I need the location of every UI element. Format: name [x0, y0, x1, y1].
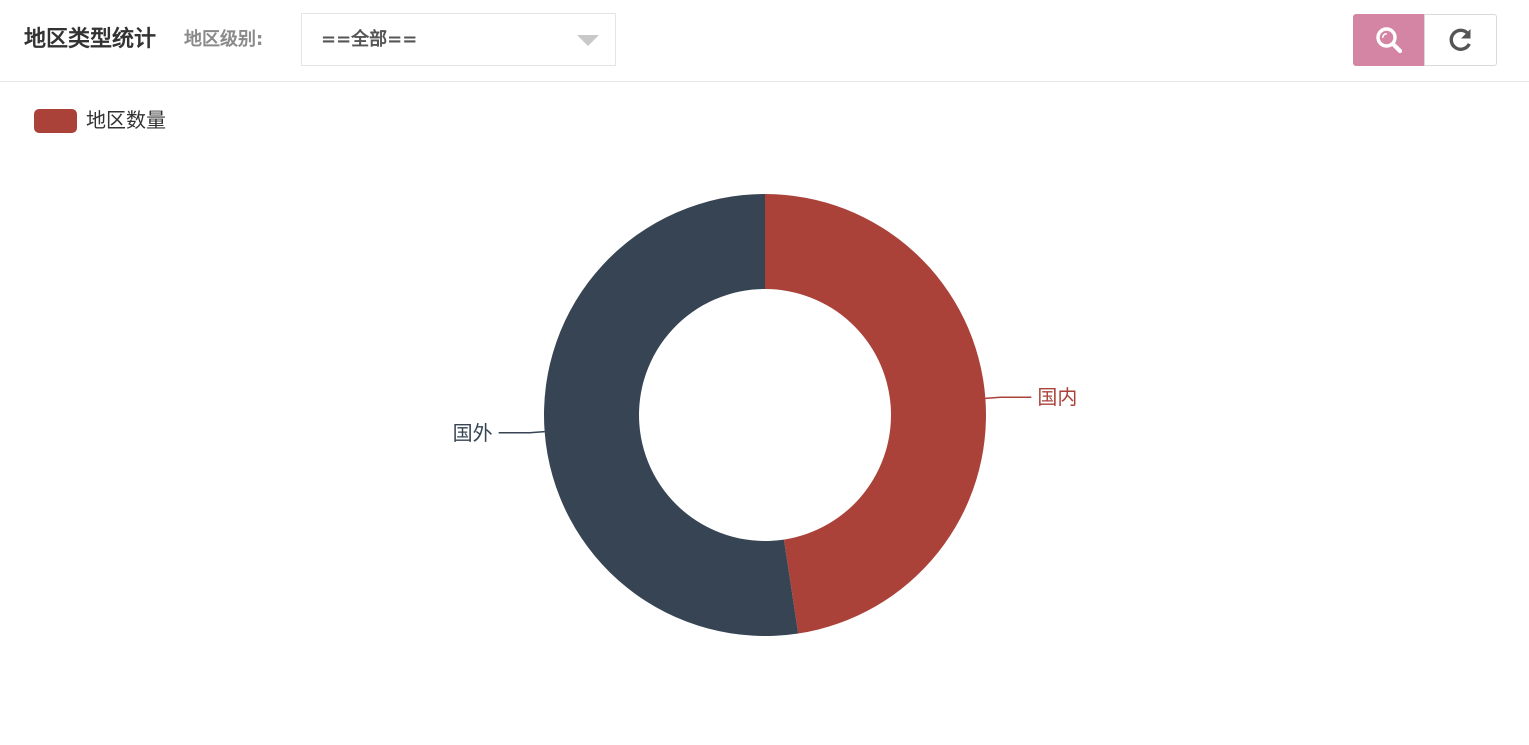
search-button[interactable]	[1353, 14, 1425, 66]
pie-slice-1[interactable]	[765, 194, 987, 634]
region-level-select[interactable]: ==全部==	[301, 13, 616, 66]
toolbar: 地区类型统计 地区级别: ==全部==	[0, 0, 1529, 82]
chevron-down-icon	[577, 35, 599, 46]
pie-slice-2[interactable]	[544, 194, 799, 636]
page-title: 地区类型统计	[24, 27, 157, 52]
refresh-button[interactable]	[1424, 14, 1497, 66]
pie-label-2: 国外	[453, 421, 493, 445]
legend-label: 地区数量	[86, 108, 166, 132]
region-level-label: 地区级别:	[184, 29, 264, 50]
pie-label-1: 国内	[1037, 385, 1077, 409]
pie-label-line-1	[985, 396, 1032, 400]
search-icon	[1376, 27, 1403, 54]
legend-swatch	[34, 109, 77, 133]
refresh-icon	[1449, 28, 1471, 51]
pie-label-line-2	[498, 430, 545, 434]
region-level-selected-value: ==全部==	[321, 29, 418, 50]
